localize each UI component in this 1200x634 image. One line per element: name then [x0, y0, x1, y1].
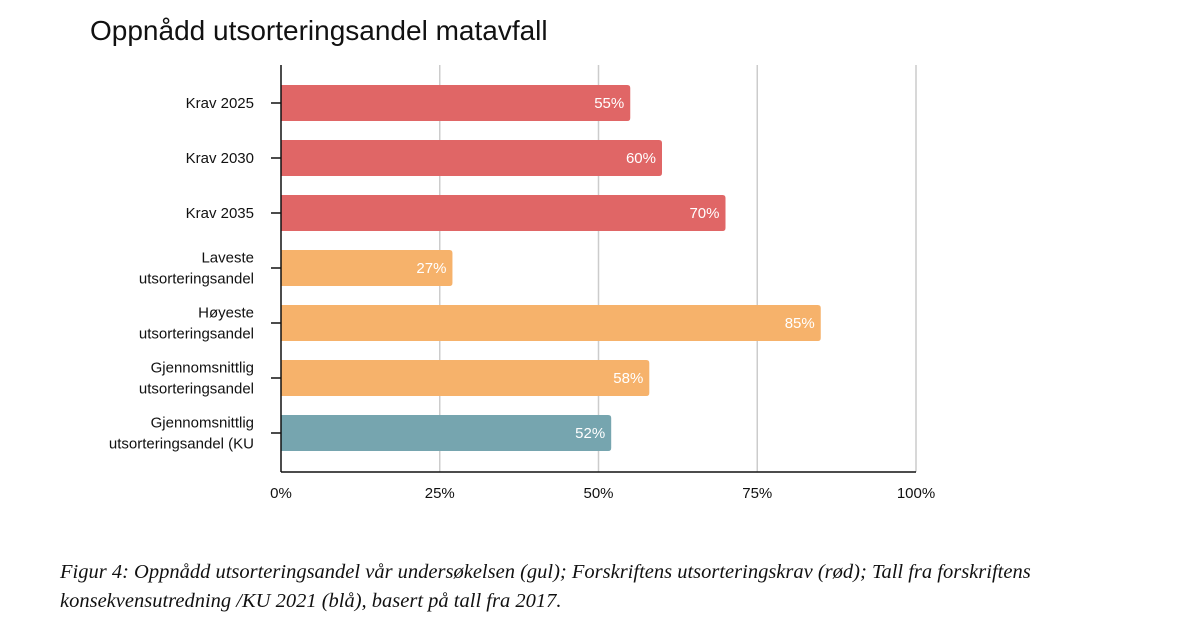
data-label: 60%: [626, 150, 656, 167]
data-label: 58%: [613, 370, 643, 387]
data-label: 27%: [416, 260, 446, 277]
category-label: Gjennomsnittlig: [151, 360, 254, 377]
bar: [281, 415, 612, 451]
x-tick-label: 75%: [742, 485, 772, 502]
grid-layer: [281, 65, 917, 473]
bar-layer: 55% 60% 70% 27% 85% 58% 52%: [271, 85, 821, 451]
data-label: 52%: [575, 425, 605, 442]
category-label: Krav 2025: [186, 95, 254, 112]
chart-title: Oppnådd utsorteringsandel matavfall: [90, 15, 548, 46]
bar: [281, 250, 453, 286]
category-label: utsorteringsandel (KU: [109, 436, 254, 453]
data-label: 70%: [689, 205, 719, 222]
category-label: utsorteringsandel: [139, 271, 254, 288]
category-label: Laveste: [201, 250, 254, 267]
bar: [281, 360, 650, 396]
bar: [281, 195, 726, 231]
category-label: Krav 2035: [186, 205, 254, 222]
category-label: utsorteringsandel: [139, 326, 254, 343]
figure-caption: Figur 4: Oppnådd utsorteringsandel vår u…: [60, 561, 1031, 612]
category-label-layer: Krav 2025 Krav 2030 Krav 2035 Laveste utsort…: [109, 95, 254, 453]
x-tick-layer: 0% 25% 50% 75% 100%: [270, 485, 935, 502]
x-tick-label: 25%: [425, 485, 455, 502]
category-label: Krav 2030: [186, 150, 254, 167]
category-label: Høyeste: [198, 305, 254, 322]
bar: [281, 305, 821, 341]
data-label: 85%: [785, 315, 815, 332]
data-label: 55%: [594, 95, 624, 112]
bar: [281, 140, 662, 176]
x-tick-label: 100%: [897, 485, 935, 502]
bar: [281, 85, 631, 121]
category-label: utsorteringsandel: [139, 381, 254, 398]
x-tick-label: 50%: [583, 485, 613, 502]
category-label: Gjennomsnittlig: [151, 415, 254, 432]
x-tick-label: 0%: [270, 485, 292, 502]
